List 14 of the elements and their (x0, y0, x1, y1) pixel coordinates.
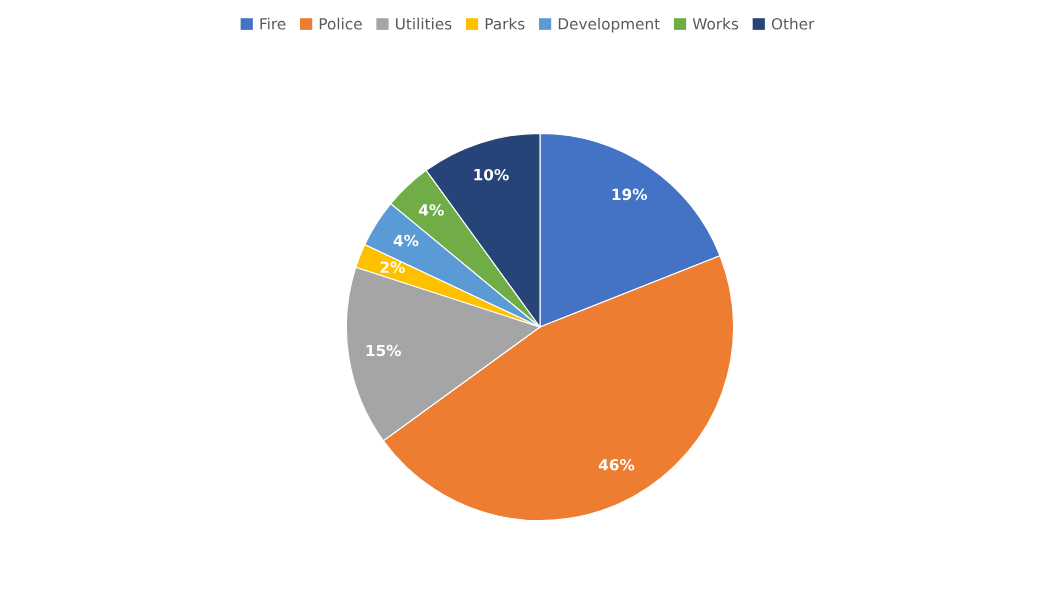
legend-label: Works (692, 17, 739, 30)
data-label: 15% (366, 344, 401, 357)
data-label: 10% (474, 168, 509, 181)
legend-label: Other (771, 17, 815, 30)
data-label: 19% (612, 188, 648, 201)
legend-label: Parks (485, 17, 525, 30)
data-label: 4% (419, 204, 444, 216)
legend-label: Utilities (396, 17, 452, 30)
legend-label: Police (319, 17, 362, 30)
legend-label: Development (558, 17, 660, 33)
data-label: 2% (380, 261, 405, 273)
legend-label: Fire (260, 17, 286, 30)
data-label: 46% (598, 458, 635, 471)
data-label: 4% (393, 234, 419, 247)
